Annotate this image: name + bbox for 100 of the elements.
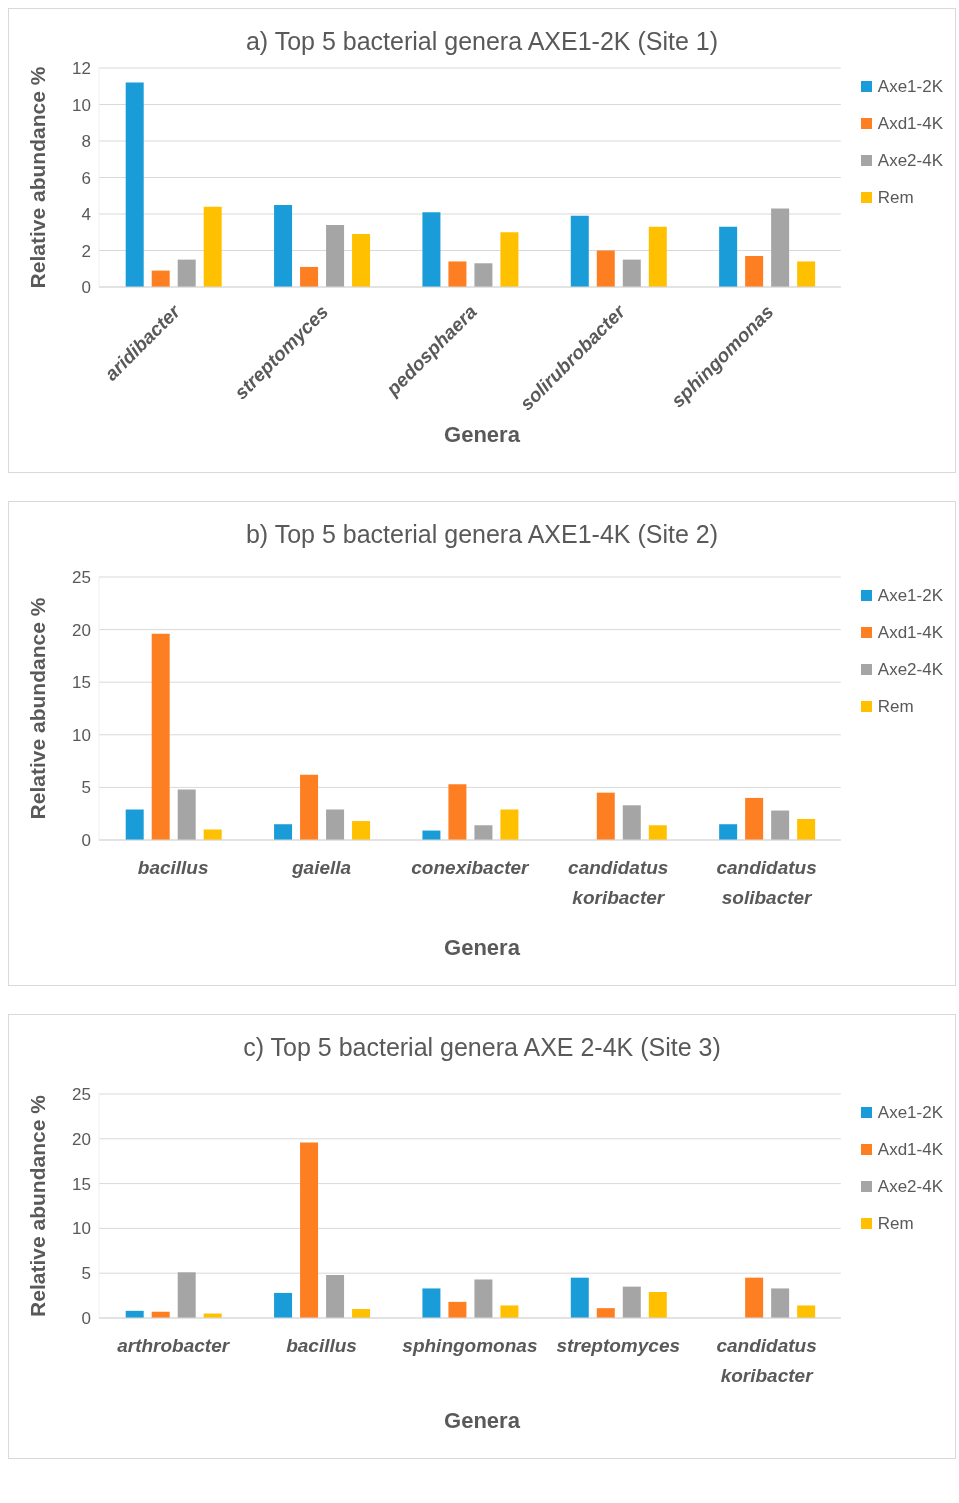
y-tick-label: 5 <box>81 778 91 798</box>
x-tick-label: candidatus koribacter <box>716 1335 817 1386</box>
legend-label: Axe2-4K <box>877 1176 943 1197</box>
y-tick-label: 2 <box>81 241 91 261</box>
x-tick-label: bacillus <box>137 857 209 878</box>
bar <box>596 250 615 287</box>
y-tick-label: 8 <box>81 132 91 152</box>
bar <box>596 1308 615 1318</box>
y-tick-label: 0 <box>81 278 91 298</box>
bar <box>151 633 170 840</box>
y-tick-label: 10 <box>72 1219 91 1239</box>
bar <box>719 824 738 840</box>
x-tick-label: streptomyces <box>556 1335 681 1356</box>
legend-label: Axe2-4K <box>877 659 943 680</box>
bar <box>300 266 319 287</box>
y-tick-label: 4 <box>81 205 91 225</box>
bar <box>500 232 519 287</box>
bar <box>203 206 222 287</box>
x-tick-label: arthrobacter <box>117 1335 231 1356</box>
y-axis-title: Relative abundance % <box>26 66 50 289</box>
y-tick-label: 0 <box>81 1309 91 1329</box>
y-tick-label: 15 <box>72 673 91 693</box>
bar <box>125 809 144 840</box>
y-tick-label: 10 <box>72 95 91 115</box>
bar <box>596 792 615 840</box>
bar <box>771 810 790 840</box>
legend-label: Axe1-2K <box>877 1102 943 1123</box>
y-tick-label: 6 <box>81 168 91 188</box>
bar <box>274 204 293 287</box>
bar <box>622 1286 641 1318</box>
bar <box>797 261 816 287</box>
chart-title: a) Top 5 bacterial genera AXE1-2K (Site 1) <box>244 26 719 56</box>
bar <box>719 226 738 287</box>
legend-label: Axd1-4K <box>877 113 943 134</box>
legend-label: Axe1-2K <box>877 76 943 97</box>
y-tick-label: 20 <box>72 620 91 640</box>
y-axis-title: Relative abundance % <box>26 1094 50 1317</box>
bar <box>300 1142 319 1318</box>
bar <box>474 263 493 287</box>
bar <box>300 774 319 840</box>
bar <box>474 1279 493 1318</box>
legend-label: Rem <box>877 1213 914 1234</box>
x-tick-label: sphingomonas <box>402 1335 538 1356</box>
bar <box>771 1288 790 1318</box>
x-tick-label: candidatus solibacter <box>716 857 817 908</box>
legend-label: Axd1-4K <box>877 622 943 643</box>
bar <box>648 1292 667 1318</box>
chart-title: c) Top 5 bacterial genera AXE 2-4K (Site 3) <box>242 1032 722 1062</box>
bar <box>570 1277 589 1318</box>
bar <box>203 829 222 840</box>
x-axis-title: Genera <box>443 422 521 449</box>
x-axis-title: Genera <box>443 935 521 962</box>
bar <box>352 234 371 287</box>
bar <box>448 784 467 840</box>
bar <box>151 270 170 287</box>
bar <box>326 809 345 840</box>
x-tick-label: conexibacter <box>411 857 531 878</box>
y-tick-label: 15 <box>72 1174 91 1194</box>
bar <box>274 824 293 840</box>
bar <box>326 1274 345 1318</box>
bar <box>622 259 641 287</box>
bar <box>648 825 667 840</box>
legend-label: Axe2-4K <box>877 150 943 171</box>
legend-label: Rem <box>877 696 914 717</box>
bar <box>352 821 371 840</box>
bar <box>422 212 441 287</box>
legend-label: Axe1-2K <box>877 585 943 606</box>
x-axis-title: Genera <box>443 1408 521 1435</box>
legend-label: Rem <box>877 187 914 208</box>
bar <box>125 82 144 287</box>
y-tick-label: 5 <box>81 1264 91 1284</box>
chart-title: b) Top 5 bacterial genera AXE1-4K (Site 2) <box>244 519 719 549</box>
bar <box>326 224 345 287</box>
bar <box>745 797 764 840</box>
legend-label: Axd1-4K <box>877 1139 943 1160</box>
y-tick-label: 25 <box>72 1085 91 1105</box>
y-tick-label: 10 <box>72 725 91 745</box>
bar <box>771 208 790 287</box>
bar <box>422 1288 441 1318</box>
bar <box>797 818 816 840</box>
bar <box>448 1301 467 1318</box>
bar <box>570 215 589 287</box>
x-tick-label: candidatus koribacter <box>568 857 669 908</box>
y-tick-label: 0 <box>81 831 91 851</box>
y-tick-label: 20 <box>72 1129 91 1149</box>
bar <box>745 1277 764 1318</box>
y-tick-label: 25 <box>72 568 91 588</box>
y-axis-title: Relative abundance % <box>26 597 50 820</box>
bar <box>448 261 467 287</box>
x-tick-label: bacillus <box>286 1335 357 1356</box>
bar <box>177 789 196 840</box>
bar <box>797 1305 816 1318</box>
bar <box>648 226 667 287</box>
y-tick-label: 12 <box>72 59 91 79</box>
bar <box>622 805 641 840</box>
bar <box>474 825 493 840</box>
bar <box>177 259 196 287</box>
bar <box>500 1305 519 1318</box>
bar <box>177 1272 196 1318</box>
x-tick-label: gaiella <box>290 857 352 878</box>
